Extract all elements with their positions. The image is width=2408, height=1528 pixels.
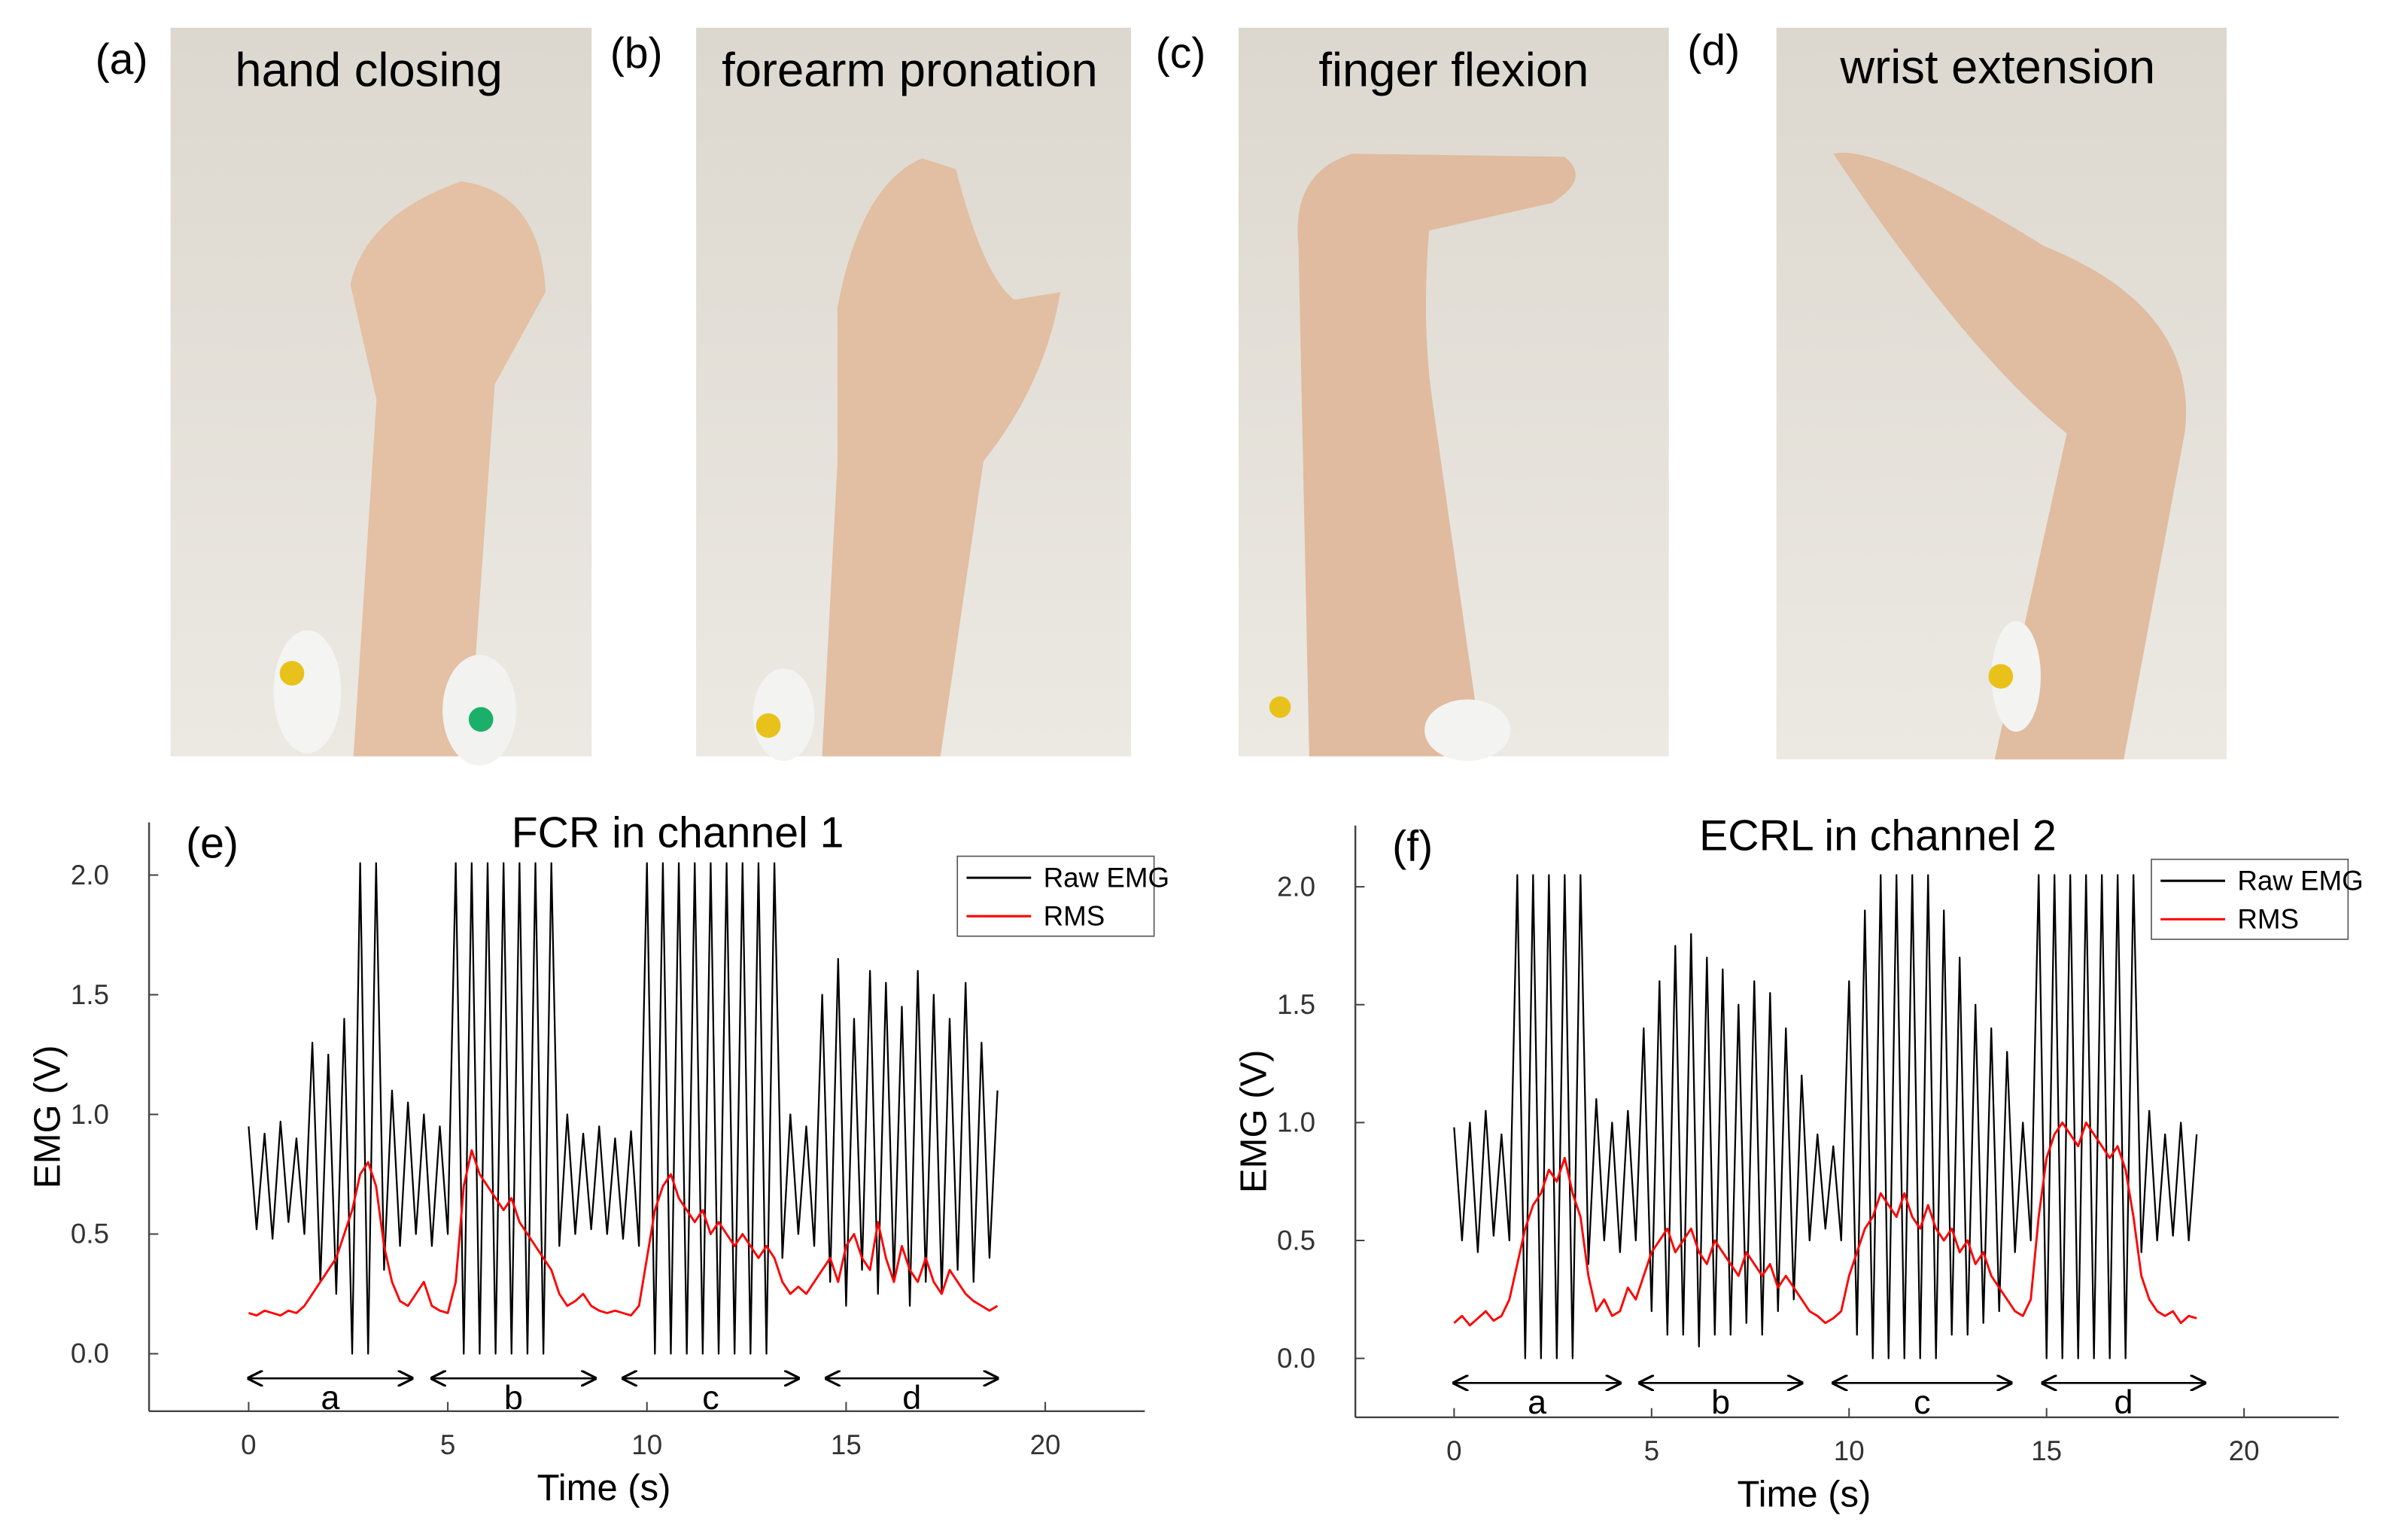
span-label: b: [504, 1378, 523, 1417]
y-tick-label: 0.0: [71, 1338, 109, 1369]
x-tick-label: 20: [2229, 1435, 2260, 1466]
legend-label: RMS: [2237, 904, 2299, 935]
photo: [170, 27, 592, 766]
span-label: c: [1914, 1383, 1930, 1421]
photo-title: finger flexion: [1318, 44, 1589, 96]
x-tick-label: 10: [1834, 1435, 1865, 1466]
y-axis-label: EMG (V): [1234, 1050, 1275, 1194]
x-tick-label: 15: [831, 1429, 862, 1460]
y-tick-label: 2.0: [1277, 871, 1315, 902]
data-line: [248, 1149, 999, 1317]
panel-label: (f): [1392, 823, 1433, 871]
chart-title: FCR in channel 1: [512, 808, 844, 857]
y-tick-label: 2.0: [71, 860, 109, 890]
span-label: a: [1528, 1383, 1546, 1421]
x-tick-label: 5: [1644, 1435, 1659, 1466]
span-label: b: [1711, 1383, 1730, 1421]
photo-title: wrist extension: [1839, 41, 2155, 93]
legend-label: RMS: [1044, 900, 1105, 931]
x-tick-label: 10: [631, 1429, 662, 1460]
photo: [696, 27, 1131, 761]
legend-label: Raw EMG: [1044, 862, 1169, 893]
legend-box: [2151, 858, 2349, 940]
y-tick-label: 0.5: [1277, 1225, 1315, 1256]
y-tick-label: 1.0: [71, 1099, 109, 1130]
panel-label: (e): [186, 820, 239, 868]
x-tick-label: 15: [2031, 1435, 2062, 1466]
y-axis-label: EMG (V): [28, 1045, 68, 1189]
data-line: [1453, 1121, 2197, 1327]
y-tick-label: 1.0: [1277, 1107, 1315, 1138]
x-tick-label: 0: [241, 1429, 256, 1460]
photo-label: (b): [610, 29, 663, 78]
photo-label: (a): [96, 35, 148, 84]
span-label: d: [902, 1378, 921, 1417]
y-tick-label: 0.5: [71, 1219, 109, 1249]
x-axis-label: Time (s): [1738, 1474, 1871, 1514]
data-line: [248, 862, 999, 1355]
span-label: d: [2115, 1383, 2133, 1421]
x-tick-label: 5: [440, 1429, 455, 1460]
span-label: c: [702, 1378, 719, 1417]
photo-label: (d): [1687, 26, 1740, 75]
y-tick-label: 0.0: [1277, 1343, 1315, 1374]
legend-box: [956, 855, 1155, 937]
chart-title: ECRL in channel 2: [1699, 811, 2057, 860]
y-tick-label: 1.5: [71, 979, 109, 1010]
span-label: a: [321, 1378, 339, 1417]
photo-title: hand closing: [235, 44, 502, 96]
y-tick-label: 1.5: [1277, 989, 1315, 1020]
legend-label: Raw EMG: [2237, 865, 2363, 896]
photo: [1238, 27, 1669, 761]
x-tick-label: 0: [1446, 1435, 1461, 1466]
x-axis-label: Time (s): [537, 1468, 671, 1508]
photo: [1776, 27, 2227, 759]
photo-title: forearm pronation: [722, 44, 1098, 96]
photo-label: (c): [1156, 29, 1206, 78]
data-line: [1453, 874, 2198, 1359]
x-tick-label: 20: [1030, 1429, 1061, 1460]
